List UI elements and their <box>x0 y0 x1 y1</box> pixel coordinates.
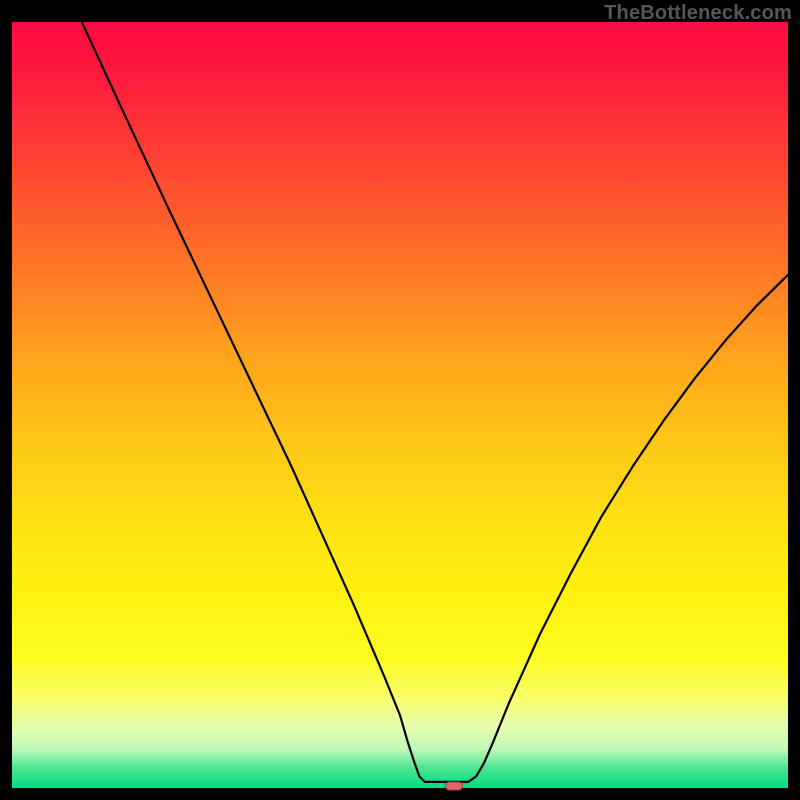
curve-line <box>12 22 788 788</box>
optimum-marker <box>445 781 463 790</box>
watermark-text: TheBottleneck.com <box>604 2 792 25</box>
curve-path <box>82 22 788 782</box>
chart-container <box>0 0 800 800</box>
plot-area <box>12 22 788 788</box>
